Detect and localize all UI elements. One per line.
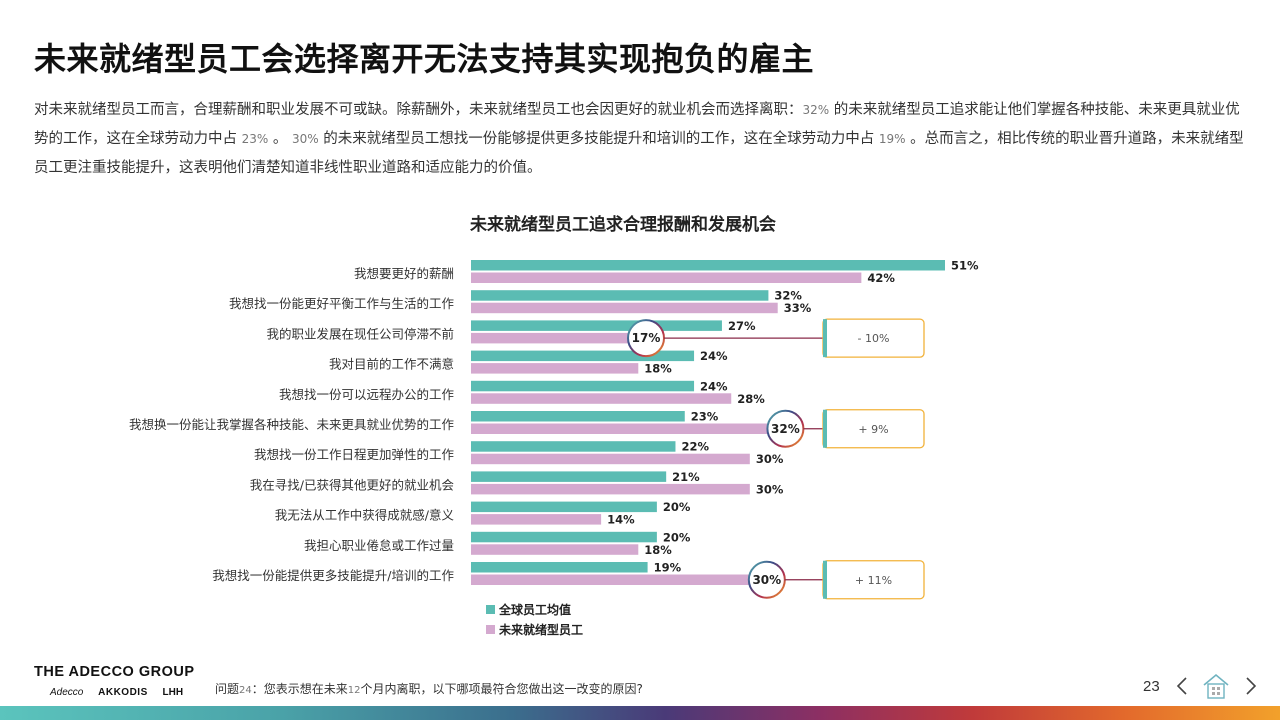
- category-label: 我想换一份能让我掌握各种技能、未来更具就业优势的工作: [129, 417, 455, 432]
- category-label: 我想找一份能更好平衡工作与生活的工作: [229, 296, 455, 311]
- chart-title: 未来就绪型员工追求合理报酬和发展机会: [470, 215, 776, 235]
- bar-global: [471, 471, 667, 482]
- bar-future-ready: [471, 514, 602, 525]
- question-months: 12: [347, 685, 361, 696]
- data-label: 30%: [756, 452, 784, 466]
- chevron-right-icon: [1246, 677, 1257, 695]
- intro-text-4: 的未来就绪型员工想找一份能够提供更多技能提升和培训的工作，这在全球劳动力中占: [318, 131, 879, 147]
- bar-future-ready: [471, 363, 639, 374]
- bar-future-ready: [471, 272, 862, 283]
- legend-swatch: [486, 605, 495, 614]
- intro-number-4: 19%: [878, 132, 906, 146]
- callout-accent: [823, 319, 827, 358]
- bar-global: [471, 260, 945, 271]
- highlight-value: 17%: [632, 331, 661, 345]
- callout-text: - 10%: [858, 332, 890, 345]
- data-label: 22%: [681, 440, 709, 454]
- data-label: 28%: [737, 392, 765, 406]
- data-label: 30%: [756, 482, 784, 496]
- category-label: 我的职业发展在现任公司停滞不前: [266, 326, 454, 341]
- data-label: 24%: [700, 379, 728, 393]
- bar-global: [471, 531, 657, 543]
- question-prefix: 问题: [215, 682, 240, 696]
- category-label: 我想找一份能提供更多技能提升/培训的工作: [212, 568, 454, 583]
- brand-logos: Adecco AKKODIS LHH: [50, 687, 195, 698]
- question-number: 24: [239, 685, 252, 696]
- intro-text-2: 的未来就绪型员工追求能让他们掌握各种技能、未来更具就业优势的工作，这在全球劳动力…: [34, 102, 1240, 147]
- intro-text-5: 。总而言之，相比传统的职业晋升道路，未来就绪型员工更注重技能提升，这表明他们清楚…: [34, 131, 1244, 176]
- legend-swatch: [486, 625, 495, 634]
- data-label: 33%: [784, 301, 812, 315]
- bar-global: [471, 501, 657, 513]
- survey-question: 问题24：您表示想在未来12个月内离职，以下哪项最符合您做出这一改变的原因?: [215, 680, 643, 697]
- highlight-value: 30%: [752, 573, 781, 587]
- bar-future-ready: [471, 483, 750, 495]
- brand-akkodis: AKKODIS: [98, 687, 148, 698]
- legend-label: 未来就绪型员工: [498, 622, 583, 637]
- data-label: 14%: [607, 513, 635, 527]
- bar-future-ready: [471, 332, 629, 344]
- bar-global: [471, 290, 769, 301]
- brand-lhh: LHH: [162, 687, 184, 698]
- data-label: 23%: [691, 410, 719, 424]
- category-label: 我无法从工作中获得成就感/意义: [275, 508, 455, 523]
- data-label: 21%: [672, 470, 700, 484]
- data-label: 42%: [867, 271, 895, 285]
- bar-future-ready: [471, 544, 639, 555]
- data-label: 32%: [774, 289, 802, 303]
- intro-number-3: 30%: [292, 132, 319, 146]
- bar-global: [471, 350, 695, 362]
- callout-text: + 9%: [858, 423, 888, 436]
- brand-gradient-bar: [0, 706, 1280, 720]
- next-page-button[interactable]: [1238, 672, 1264, 700]
- category-label: 我在寻找/已获得其他更好的就业机会: [250, 477, 455, 492]
- intro-number-2: 23%: [241, 132, 269, 146]
- home-icon: [1203, 673, 1229, 699]
- intro-text-3: 。: [268, 131, 292, 147]
- category-label: 我想找一份工作日程更加弹性的工作: [254, 447, 455, 462]
- category-label: 我想找一份可以远程办公的工作: [279, 387, 455, 402]
- bar-global: [471, 441, 676, 452]
- data-label: 18%: [644, 543, 672, 557]
- data-label: 19%: [654, 561, 682, 575]
- intro-paragraph: 对未来就绪型员工而言，合理薪酬和职业发展不可或缺。除薪酬外，未来就绪型员工也会因…: [34, 96, 1244, 183]
- company-logo: THE ADECCO GROUP: [34, 664, 195, 680]
- bar-global: [471, 562, 648, 573]
- bar-future-ready: [471, 423, 769, 434]
- category-label: 我担心职业倦怠或工作过量: [304, 538, 454, 553]
- question-mid: ：您表示想在未来: [251, 682, 348, 696]
- highlight-value: 32%: [771, 422, 800, 436]
- brand-adecco: Adecco: [50, 687, 84, 698]
- category-label: 我对目前的工作不满意: [329, 357, 454, 372]
- data-label: 24%: [700, 349, 728, 363]
- bar-global: [471, 320, 722, 331]
- data-label: 18%: [644, 362, 672, 376]
- bar-future-ready: [471, 302, 778, 314]
- question-suffix: 个月内离职，以下哪项最符合您做出这一改变的原因?: [360, 682, 643, 696]
- legend-label: 全球员工均值: [498, 602, 571, 617]
- bar-future-ready: [471, 574, 750, 585]
- page-title: 未来就绪型员工会选择离开无法支持其实现抱负的雇主: [34, 40, 815, 78]
- data-label: 51%: [951, 259, 979, 273]
- data-label: 20%: [663, 530, 691, 544]
- bar-global: [471, 380, 695, 392]
- callout-accent: [823, 409, 827, 448]
- bar-future-ready: [471, 453, 750, 465]
- intro-number-1: 32%: [802, 103, 830, 117]
- data-label: 20%: [663, 500, 691, 514]
- data-label: 27%: [728, 319, 756, 333]
- bar-future-ready: [471, 393, 732, 404]
- chevron-left-icon: [1176, 677, 1187, 695]
- home-button[interactable]: [1200, 672, 1232, 700]
- callout-accent: [823, 560, 827, 599]
- page-number: 23: [1143, 678, 1160, 695]
- prev-page-button[interactable]: [1170, 672, 1196, 700]
- bar-chart: 我想要更好的薪酬我想找一份能更好平衡工作与生活的工作我的职业发展在现任公司停滞不…: [129, 259, 979, 638]
- intro-text-1: 对未来就绪型员工而言，合理薪酬和职业发展不可或缺。除薪酬外，未来就绪型员工也会因…: [34, 102, 803, 118]
- callout-text: + 11%: [855, 574, 892, 587]
- bar-global: [471, 411, 685, 422]
- category-label: 我想要更好的薪酬: [354, 266, 454, 281]
